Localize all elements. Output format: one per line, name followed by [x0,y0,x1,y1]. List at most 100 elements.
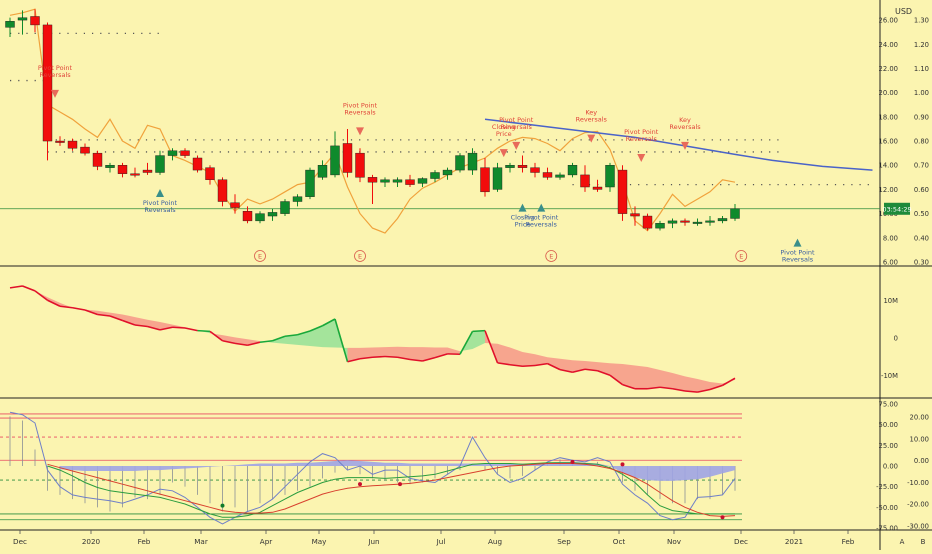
price-tick-label: 26.00 [879,17,898,25]
candle-down [481,168,490,192]
flow-area [635,366,648,389]
price-tick-label-alt: 0.70 [914,162,929,170]
marker-label: Price [496,130,512,138]
candle-down [43,25,52,141]
price-tick-label-alt: 1.10 [914,65,929,73]
osc-tick-label: 50.00 [879,421,898,429]
osc-signal-dot [721,515,725,519]
candle-up [418,179,427,184]
price-tick-label-alt: 0.40 [914,234,929,242]
osc-signal-dot [358,482,362,486]
time-tick-label: Nov [667,537,682,546]
candle-up [106,165,115,167]
osc-signal-dot [398,482,402,486]
time-tick-label: Dec [13,537,27,546]
flow-area [523,352,536,366]
marker-label: Reversals [782,256,814,264]
price-tick-label: 18.00 [879,113,898,121]
candle-down [143,170,152,172]
marker-label: Reversals [526,221,558,229]
candle-up [318,165,327,177]
flow-area [373,347,386,357]
time-tick-label: Jul [436,537,446,546]
osc-tick-label: -75.00 [876,525,898,533]
time-tick-label: Feb [138,537,151,546]
candle-up [268,212,277,216]
price-tick-label: 24.00 [879,41,898,49]
price-tick-label: 22.00 [879,65,898,73]
candle-down [131,174,140,176]
price-tick-label-alt: 0.80 [914,138,929,146]
earnings-label: E [739,253,743,261]
candle-up [493,168,502,190]
price-tick-label-alt: 0.60 [914,186,929,194]
candle-up [556,175,565,177]
flow-line [60,306,73,308]
flow-line [10,286,23,288]
candle-up [443,170,452,175]
axis-footer-label: B [921,538,926,546]
candle-down [231,203,240,208]
candle-down [593,187,602,189]
candle-up [606,165,615,187]
osc-tick-label-alt: 10.00 [910,435,929,443]
flow-line [385,357,398,358]
price-tick-label-alt: 0.90 [914,113,929,121]
earnings-label: E [358,253,362,261]
flow-area [685,376,698,392]
flow-area [385,347,398,358]
time-tick-label: Jun [367,537,379,546]
flow-tick-label: 10M [883,297,898,305]
price-tag-label: 03:54:29 [882,205,911,213]
candle-up [431,172,440,178]
osc-tick-label: -50.00 [876,504,898,512]
flow-area [660,370,673,389]
flow-area [548,357,561,369]
candle-down [118,165,127,173]
price-tick-label: 20.00 [879,89,898,97]
candle-up [656,223,665,228]
candle-up [293,197,302,202]
candle-up [731,209,740,219]
time-tick-label: Aug [488,537,502,546]
time-tick-label: Dec [734,537,748,546]
flow-line [73,308,86,310]
candle-down [243,211,252,221]
time-tick-label: May [312,537,328,546]
marker-label: Reversals [501,123,533,131]
candle-up [393,180,402,182]
candle-down [93,153,102,166]
reversal-marker-down [500,149,508,157]
candle-down [343,143,352,172]
price-tick-label: 14.00 [879,162,898,170]
price-tick-label-alt: 1.20 [914,41,929,49]
candle-down [356,153,365,177]
flow-tick-label: 0 [894,334,898,342]
candle-down [68,141,77,148]
flow-area [498,344,511,365]
candle-up [256,214,265,221]
candle-up [718,218,727,220]
candle-down [368,177,377,182]
time-tick-label: Feb [842,537,855,546]
flow-line [723,378,736,385]
time-tick-label: Oct [613,537,626,546]
candle-up [706,221,715,223]
price-tick-label: 6.00 [883,259,898,267]
osc-tick-label: 0.00 [883,463,898,471]
time-tick-label: 2020 [82,537,101,546]
candle-up [693,222,702,224]
osc-signal-dot [571,460,575,464]
reversal-marker-down [587,135,595,143]
candle-up [506,165,515,167]
osc-tick-label: 25.00 [879,442,898,450]
earnings-label: E [549,253,553,261]
flow-area [610,363,623,384]
candle-up [306,170,315,197]
candle-up [568,165,577,175]
candle-up [381,180,390,182]
price-tick-label-alt: 0.30 [914,259,929,267]
candle-down [406,180,415,185]
